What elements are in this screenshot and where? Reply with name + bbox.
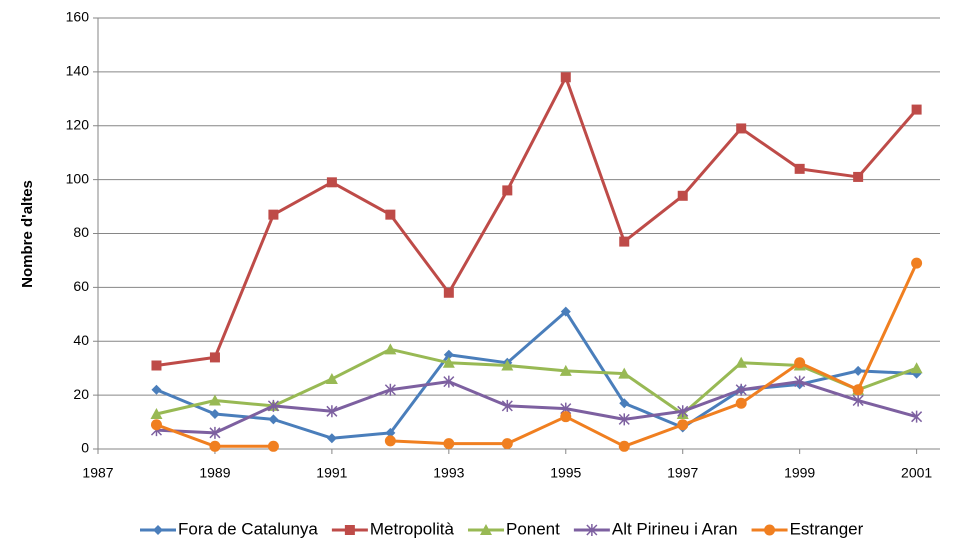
- x-tick-label: 1989: [199, 465, 230, 481]
- y-tick-label: 60: [73, 278, 89, 294]
- marker: [735, 356, 748, 368]
- y-tick-label: 140: [66, 63, 90, 79]
- marker: [344, 525, 355, 535]
- legend-label: Ponent: [506, 519, 560, 538]
- x-tick-label: 1993: [433, 465, 464, 481]
- legend-label: Alt Pirineu i Aran: [612, 519, 738, 538]
- marker: [853, 365, 864, 376]
- marker: [586, 524, 598, 536]
- legend-item: Fora de Catalunya: [140, 519, 318, 538]
- marker: [911, 410, 923, 423]
- series-line: [156, 380, 918, 435]
- marker: [502, 185, 513, 196]
- marker: [209, 352, 220, 363]
- marker: [267, 399, 279, 412]
- legend-item: Estranger: [751, 519, 864, 538]
- marker: [736, 123, 747, 134]
- marker: [559, 364, 572, 376]
- series-line: [155, 310, 917, 440]
- series-line: [156, 75, 918, 367]
- marker: [151, 360, 162, 371]
- marker: [151, 384, 162, 395]
- marker: [853, 171, 864, 182]
- marker: [209, 426, 221, 439]
- marker: [384, 343, 397, 355]
- marker: [794, 375, 806, 388]
- marker: [560, 411, 572, 423]
- marker: [619, 236, 630, 247]
- marker: [501, 399, 513, 412]
- marker: [443, 438, 455, 450]
- y-tick-label: 40: [73, 332, 89, 348]
- marker: [910, 362, 923, 374]
- legend-label: Metropolità: [370, 519, 455, 538]
- marker: [326, 405, 338, 418]
- marker: [385, 427, 396, 438]
- marker: [150, 419, 162, 431]
- marker: [326, 177, 337, 188]
- marker: [268, 414, 279, 425]
- marker: [852, 384, 864, 396]
- marker: [479, 524, 492, 535]
- x-tick-label: 1995: [550, 465, 581, 481]
- marker: [560, 72, 571, 83]
- marker: [443, 349, 454, 360]
- marker: [618, 367, 631, 379]
- marker: [677, 190, 688, 201]
- marker: [794, 163, 805, 174]
- marker: [735, 397, 747, 409]
- marker: [268, 209, 279, 220]
- marker: [150, 407, 163, 419]
- marker: [443, 375, 455, 388]
- marker: [764, 524, 776, 536]
- y-tick-label: 20: [73, 386, 89, 402]
- marker: [501, 438, 513, 450]
- legend-label: Fora de Catalunya: [178, 519, 318, 538]
- series-line: [156, 347, 918, 416]
- marker: [501, 359, 514, 371]
- y-tick-label: 0: [81, 440, 89, 456]
- marker: [677, 419, 689, 431]
- marker: [911, 104, 922, 115]
- marker: [384, 435, 396, 447]
- marker: [911, 257, 923, 269]
- x-tick-label: 1991: [316, 465, 347, 481]
- legend-item: Ponent: [467, 519, 560, 538]
- marker: [618, 440, 630, 452]
- marker: [326, 433, 337, 444]
- x-tick-label: 2001: [901, 465, 932, 481]
- marker: [209, 408, 220, 419]
- marker: [443, 287, 454, 298]
- legend-item: Alt Pirineu i Aran: [573, 519, 738, 538]
- marker: [325, 372, 338, 384]
- marker: [267, 440, 279, 452]
- marker: [384, 383, 396, 396]
- y-tick-label: 120: [66, 116, 90, 132]
- y-tick-label: 160: [66, 9, 90, 25]
- legend-label: Estranger: [790, 519, 864, 538]
- marker: [735, 383, 747, 396]
- marker: [794, 357, 806, 369]
- y-axis-label: Nombre d'altes: [19, 180, 36, 288]
- x-tick-label: 1997: [667, 465, 698, 481]
- marker: [560, 306, 571, 317]
- y-tick-label: 100: [66, 170, 90, 186]
- marker: [442, 356, 455, 368]
- x-tick-label: 1987: [82, 465, 113, 481]
- y-tick-label: 80: [73, 224, 89, 240]
- marker: [209, 440, 221, 452]
- x-tick-label: 1999: [784, 465, 815, 481]
- marker: [385, 209, 396, 220]
- marker: [618, 413, 630, 426]
- legend-item: Metropolità: [331, 519, 455, 538]
- marker: [153, 525, 163, 535]
- marker: [852, 394, 864, 407]
- marker: [619, 398, 630, 409]
- marker: [208, 394, 221, 406]
- marker: [677, 405, 689, 418]
